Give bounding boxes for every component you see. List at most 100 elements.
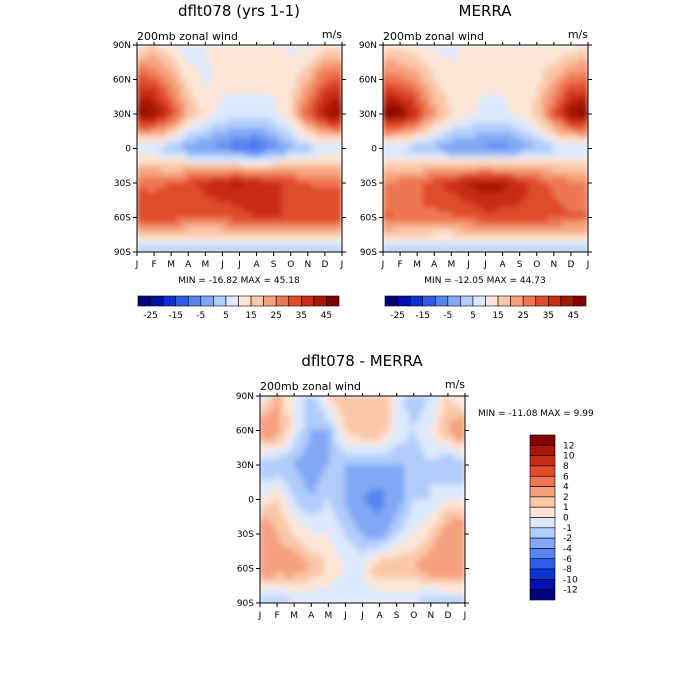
field-cell	[399, 410, 406, 417]
field-cell	[339, 425, 346, 431]
field-cell	[271, 103, 278, 110]
colorbar-swatch	[422, 295, 436, 307]
field-cell	[414, 396, 421, 402]
field-cell	[329, 449, 336, 456]
field-cell	[459, 553, 465, 560]
field-cell	[399, 499, 406, 505]
field-cell	[439, 439, 446, 446]
field-cell	[432, 172, 439, 179]
field-cell	[577, 113, 584, 120]
field-cell	[256, 236, 263, 243]
field-cell	[409, 469, 416, 476]
field-cell	[256, 172, 263, 179]
field-cell	[314, 499, 321, 505]
field-cell	[260, 459, 266, 466]
field-cell	[191, 59, 198, 66]
field-cell	[191, 241, 198, 248]
field-cell	[387, 74, 394, 80]
field-cell	[454, 528, 461, 535]
field-cell	[324, 425, 331, 431]
field-cell	[236, 226, 243, 233]
field-cell	[404, 405, 411, 412]
field-cell	[462, 212, 469, 218]
field-cell	[542, 231, 549, 238]
field-cell	[246, 177, 253, 184]
field-cell	[334, 459, 341, 466]
field-cell	[422, 197, 429, 204]
field-cell	[467, 93, 474, 100]
field-cell	[326, 152, 333, 159]
field-cell	[442, 98, 449, 105]
field-cell	[286, 172, 293, 179]
field-cell	[336, 128, 342, 135]
field-cell	[447, 79, 454, 85]
field-cell	[196, 148, 203, 154]
field-cell	[161, 128, 168, 135]
field-cell	[392, 123, 399, 130]
field-cell	[251, 182, 258, 189]
field-cell	[424, 396, 431, 402]
field-cell	[477, 45, 484, 51]
field-cell	[572, 45, 579, 51]
field-cell	[141, 103, 148, 110]
field-cell	[354, 538, 361, 545]
field-cell	[457, 231, 464, 238]
field-cell	[191, 143, 198, 149]
field-cell	[191, 133, 198, 140]
field-cell	[512, 98, 519, 105]
field-cell	[296, 148, 303, 154]
field-cell	[507, 49, 514, 56]
field-cell	[472, 231, 479, 238]
field-cell	[276, 98, 283, 105]
field-cell	[379, 439, 386, 446]
field-cell	[226, 202, 233, 209]
field-cell	[339, 503, 346, 510]
field-cell	[324, 469, 331, 476]
field-cell	[507, 231, 514, 238]
field-cell	[359, 528, 366, 535]
field-cell	[444, 518, 451, 525]
field-cell	[572, 221, 579, 228]
field-cell	[462, 162, 469, 169]
field-cell	[241, 103, 248, 110]
field-cell	[279, 523, 286, 530]
field-cell	[289, 464, 296, 471]
field-cell	[384, 400, 391, 407]
field-cell	[424, 523, 431, 530]
field-cell	[374, 459, 381, 466]
field-cell	[404, 528, 411, 535]
field-cell	[364, 434, 371, 441]
field-cell	[452, 45, 459, 51]
field-cell	[577, 49, 584, 56]
field-cell	[459, 484, 465, 491]
field-cell	[324, 533, 331, 540]
field-cell	[176, 49, 183, 56]
field-cell	[324, 405, 331, 412]
field-cell	[567, 98, 574, 105]
field-cell	[409, 479, 416, 486]
field-cell	[311, 118, 318, 125]
field-cell	[359, 548, 366, 555]
field-cell	[306, 98, 313, 105]
field-cell	[487, 236, 494, 243]
field-cell	[577, 207, 584, 214]
colorbar-swatch	[313, 295, 327, 307]
field-cell	[171, 98, 178, 105]
field-cell	[512, 59, 519, 66]
field-cell	[354, 533, 361, 540]
field-cell	[274, 425, 281, 431]
field-cell	[392, 167, 399, 174]
field-cell	[442, 221, 449, 228]
field-cell	[537, 49, 544, 56]
field-cell	[442, 123, 449, 130]
field-cell	[457, 148, 464, 154]
field-cell	[301, 83, 308, 90]
field-cell	[161, 88, 168, 95]
field-cell	[542, 108, 549, 115]
field-cell	[324, 538, 331, 545]
field-cell	[467, 148, 474, 154]
field-cell	[301, 49, 308, 56]
field-cell	[359, 430, 366, 436]
field-cell	[344, 396, 351, 402]
field-cell	[336, 172, 342, 179]
